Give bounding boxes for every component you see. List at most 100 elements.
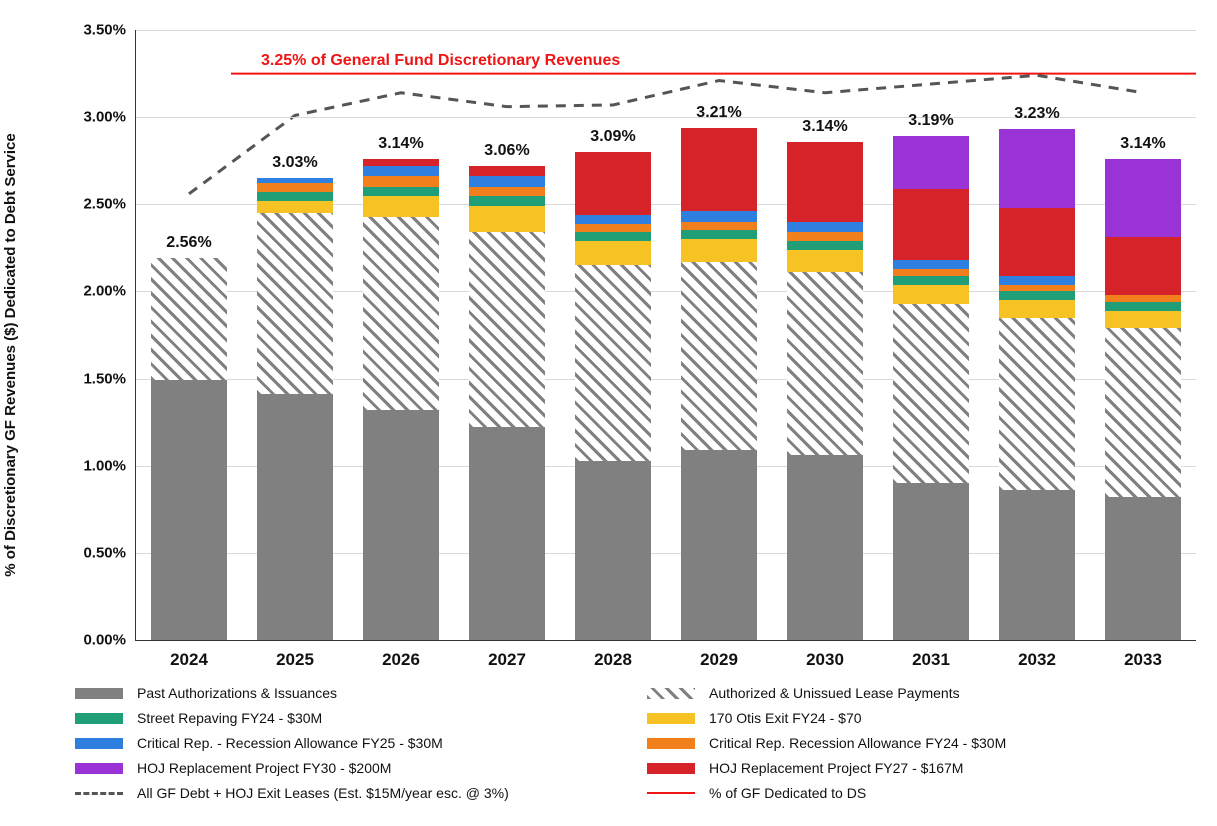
bar-value-label: 3.06% (484, 142, 529, 160)
legend-item: Authorized & Unissued Lease Payments (647, 685, 1195, 701)
bar-seg-crit_rep_fy24 (257, 183, 333, 192)
x-tick-label: 2025 (276, 650, 314, 670)
legend-label: HOJ Replacement Project FY30 - $200M (137, 760, 391, 776)
bar-seg-otis_exit (469, 206, 545, 232)
legend-item: % of GF Dedicated to DS (647, 785, 1195, 801)
legend-item: 170 Otis Exit FY24 - $70 (647, 710, 1195, 726)
bar-seg-hoj_fy27 (469, 166, 545, 176)
legend-item: HOJ Replacement Project FY30 - $200M (75, 760, 623, 776)
legend-swatch-line (647, 792, 695, 794)
y-tick-label: 2.00% (83, 283, 126, 300)
bar-seg-auth_unissued (151, 258, 227, 380)
bar-seg-crit_rep_fy24 (1105, 295, 1181, 302)
legend-swatch (75, 688, 123, 699)
legend-swatch (647, 713, 695, 724)
legend-swatch (75, 738, 123, 749)
bar-seg-past_auth (575, 461, 651, 641)
legend-swatch (75, 763, 123, 774)
bar-seg-auth_unissued (469, 232, 545, 427)
bar-2024: 2.56% (151, 258, 227, 640)
bar-seg-crit_rep_fy24 (469, 187, 545, 196)
bar-seg-crit_rep_fy25 (893, 260, 969, 269)
plot-area: 3.25% of General Fund Discretionary Reve… (135, 30, 1196, 641)
x-tick-label: 2028 (594, 650, 632, 670)
bar-value-label: 3.14% (802, 118, 847, 136)
bar-2031: 3.19% (893, 136, 969, 640)
bar-seg-auth_unissued (787, 272, 863, 455)
bar-seg-hoj_fy27 (681, 128, 757, 212)
bar-seg-past_auth (257, 394, 333, 640)
bar-seg-auth_unissued (681, 262, 757, 450)
legend-label: Past Authorizations & Issuances (137, 685, 337, 701)
bar-seg-otis_exit (363, 196, 439, 217)
x-tick-label: 2027 (488, 650, 526, 670)
bar-2028: 3.09% (575, 152, 651, 640)
bar-seg-hoj_fy27 (1105, 237, 1181, 295)
legend-label: % of GF Dedicated to DS (709, 785, 866, 801)
y-tick-label: 1.00% (83, 457, 126, 474)
bar-value-label: 3.19% (908, 112, 953, 130)
y-tick-label: 2.50% (83, 196, 126, 213)
bar-seg-street_repaving (575, 232, 651, 241)
bar-seg-past_auth (893, 483, 969, 640)
bar-seg-auth_unissued (999, 318, 1075, 491)
legend-label: Critical Rep. Recession Allowance FY24 -… (709, 735, 1006, 751)
x-tick-label: 2029 (700, 650, 738, 670)
bar-value-label: 3.09% (590, 128, 635, 146)
cap-line-label: 3.25% of General Fund Discretionary Reve… (261, 52, 620, 70)
legend-item: All GF Debt + HOJ Exit Leases (Est. $15M… (75, 785, 623, 801)
bar-seg-crit_rep_fy25 (363, 166, 439, 176)
bar-seg-otis_exit (999, 300, 1075, 317)
bar-seg-past_auth (151, 380, 227, 640)
bar-seg-street_repaving (469, 196, 545, 206)
bar-2030: 3.14% (787, 142, 863, 640)
legend-swatch (647, 763, 695, 774)
bar-value-label: 3.21% (696, 104, 741, 122)
bar-seg-past_auth (1105, 497, 1181, 640)
bar-seg-auth_unissued (363, 217, 439, 410)
bar-seg-past_auth (681, 450, 757, 640)
legend-label: Street Repaving FY24 - $30M (137, 710, 322, 726)
bar-seg-hoj_fy30 (999, 129, 1075, 207)
legend-item: Past Authorizations & Issuances (75, 685, 623, 701)
legend-swatch (647, 688, 695, 699)
bar-seg-street_repaving (893, 276, 969, 285)
bar-seg-otis_exit (1105, 311, 1181, 328)
legend-swatch-line (75, 792, 123, 795)
legend: Past Authorizations & Issuances Authorize… (75, 685, 1195, 801)
legend-label: 170 Otis Exit FY24 - $70 (709, 710, 862, 726)
bar-seg-crit_rep_fy25 (469, 176, 545, 186)
bar-seg-crit_rep_fy24 (999, 285, 1075, 292)
bar-seg-past_auth (469, 427, 545, 640)
y-tick-label: 1.50% (83, 370, 126, 387)
bar-seg-otis_exit (681, 239, 757, 262)
bar-seg-hoj_fy30 (1105, 159, 1181, 237)
bar-seg-auth_unissued (1105, 328, 1181, 497)
y-tick-label: 0.00% (83, 632, 126, 649)
bar-value-label: 3.23% (1014, 105, 1059, 123)
bar-seg-hoj_fy30 (893, 136, 969, 188)
x-tick-label: 2030 (806, 650, 844, 670)
bar-value-label: 3.14% (378, 135, 423, 153)
legend-label: All GF Debt + HOJ Exit Leases (Est. $15M… (137, 785, 509, 801)
grid-line (136, 30, 1196, 31)
legend-label: Authorized & Unissued Lease Payments (709, 685, 960, 701)
bar-seg-auth_unissued (575, 265, 651, 460)
bar-seg-crit_rep_fy24 (575, 224, 651, 233)
x-tick-label: 2024 (170, 650, 208, 670)
bar-seg-past_auth (787, 455, 863, 640)
bar-seg-hoj_fy27 (787, 142, 863, 222)
bar-seg-street_repaving (257, 192, 333, 201)
bar-seg-otis_exit (257, 201, 333, 213)
x-tick-label: 2032 (1018, 650, 1056, 670)
bar-seg-street_repaving (363, 187, 439, 196)
bar-seg-street_repaving (681, 230, 757, 239)
bar-seg-hoj_fy27 (575, 152, 651, 215)
bar-2032: 3.23% (999, 129, 1075, 640)
x-tick-label: 2033 (1124, 650, 1162, 670)
bar-2033: 3.14% (1105, 159, 1181, 640)
legend-swatch (647, 738, 695, 749)
bar-2027: 3.06% (469, 166, 545, 640)
legend-swatch (75, 713, 123, 724)
legend-item: HOJ Replacement Project FY27 - $167M (647, 760, 1195, 776)
